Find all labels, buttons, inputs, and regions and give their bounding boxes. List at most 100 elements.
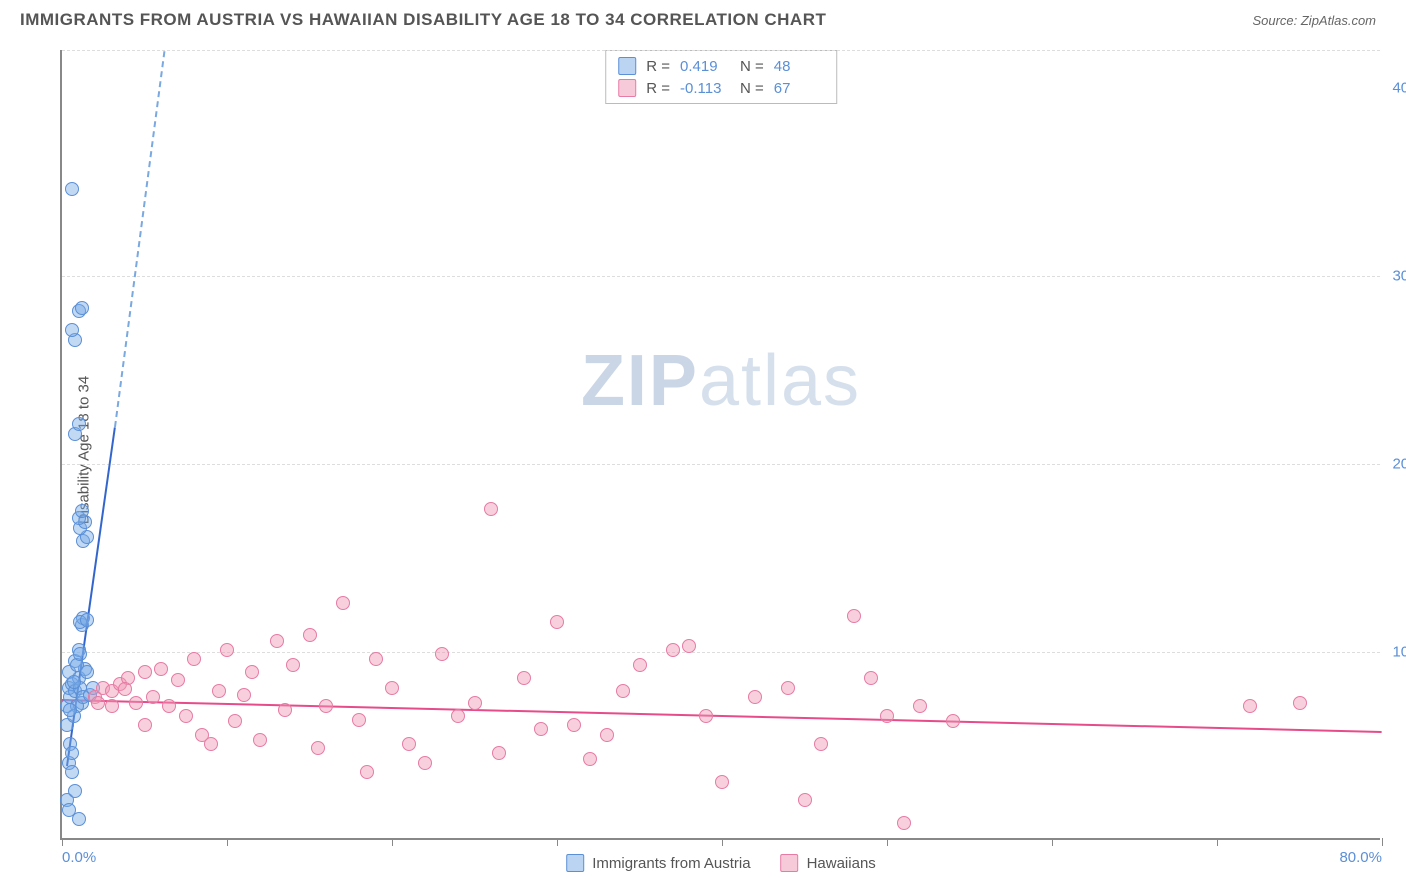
data-point [492, 746, 506, 760]
data-point [65, 765, 79, 779]
data-point [146, 690, 160, 704]
gridline [62, 652, 1380, 653]
x-tick-label: 0.0% [62, 849, 96, 866]
trend-line [62, 699, 1382, 733]
data-point [154, 662, 168, 676]
x-tick [722, 838, 723, 846]
data-point [336, 596, 350, 610]
data-point [129, 696, 143, 710]
data-point [80, 613, 94, 627]
r-label: R = [646, 58, 670, 75]
data-point [682, 639, 696, 653]
x-tick [557, 838, 558, 846]
legend-label: Hawaiians [807, 855, 876, 872]
y-tick-label: 20.0% [1392, 455, 1406, 472]
gridline [62, 276, 1380, 277]
y-tick-label: 40.0% [1392, 79, 1406, 96]
n-value: 48 [774, 58, 824, 75]
x-tick-label: 80.0% [1339, 849, 1382, 866]
watermark-rest: atlas [699, 341, 861, 421]
data-point [913, 699, 927, 713]
data-point [360, 765, 374, 779]
data-point [847, 609, 861, 623]
data-point [72, 417, 86, 431]
x-tick [1382, 838, 1383, 846]
data-point [402, 737, 416, 751]
legend-swatch [566, 854, 584, 872]
r-value: 0.419 [680, 58, 730, 75]
source-attribution: Source: ZipAtlas.com [1252, 13, 1376, 28]
data-point [253, 733, 267, 747]
data-point [118, 682, 132, 696]
chart-container: Disability Age 18 to 34 ZIPatlas R =0.41… [20, 40, 1390, 860]
data-point [278, 703, 292, 717]
data-point [220, 643, 234, 657]
data-point [319, 699, 333, 713]
data-point [75, 301, 89, 315]
x-tick [227, 838, 228, 846]
data-point [517, 671, 531, 685]
x-tick [887, 838, 888, 846]
data-point [567, 718, 581, 732]
data-point [946, 714, 960, 728]
data-point [303, 628, 317, 642]
data-point [91, 696, 105, 710]
data-point [171, 673, 185, 687]
data-point [179, 709, 193, 723]
chart-title: IMMIGRANTS FROM AUSTRIA VS HAWAIIAN DISA… [20, 10, 826, 30]
data-point [451, 709, 465, 723]
watermark: ZIPatlas [581, 340, 861, 422]
gridline [62, 464, 1380, 465]
data-point [204, 737, 218, 751]
legend-item: Hawaiians [781, 854, 876, 872]
data-point [311, 741, 325, 755]
data-point [633, 658, 647, 672]
x-tick [392, 838, 393, 846]
data-point [583, 752, 597, 766]
data-point [616, 684, 630, 698]
data-point [550, 615, 564, 629]
n-label: N = [740, 80, 764, 97]
plot-area: ZIPatlas R =0.419N =48R =-0.113N =67 Imm… [60, 50, 1380, 840]
data-point [1293, 696, 1307, 710]
x-tick [62, 838, 63, 846]
data-point [600, 728, 614, 742]
data-point [666, 643, 680, 657]
data-point [1243, 699, 1257, 713]
data-point [228, 714, 242, 728]
data-point [73, 647, 87, 661]
n-label: N = [740, 58, 764, 75]
data-point [237, 688, 251, 702]
data-point [62, 803, 76, 817]
data-point [138, 665, 152, 679]
data-point [245, 665, 259, 679]
data-point [484, 502, 498, 516]
data-point [352, 713, 366, 727]
data-point [468, 696, 482, 710]
y-tick-label: 10.0% [1392, 643, 1406, 660]
data-point [699, 709, 713, 723]
x-tick [1052, 838, 1053, 846]
data-point [715, 775, 729, 789]
r-value: -0.113 [680, 80, 730, 97]
data-point [75, 504, 89, 518]
x-tick [1217, 838, 1218, 846]
data-point [105, 699, 119, 713]
legend-row: R = 0.419 N = 48 [618, 55, 824, 77]
legend-swatch [618, 57, 636, 75]
data-point [369, 652, 383, 666]
data-point [187, 652, 201, 666]
r-label: R = [646, 80, 670, 97]
data-point [880, 709, 894, 723]
data-point [534, 722, 548, 736]
legend-swatch [618, 79, 636, 97]
data-point [897, 816, 911, 830]
data-point [65, 746, 79, 760]
gridline [62, 50, 1380, 51]
data-point [80, 665, 94, 679]
data-point [814, 737, 828, 751]
legend-swatch [781, 854, 799, 872]
data-point [748, 690, 762, 704]
n-value: 67 [774, 80, 824, 97]
data-point [385, 681, 399, 695]
